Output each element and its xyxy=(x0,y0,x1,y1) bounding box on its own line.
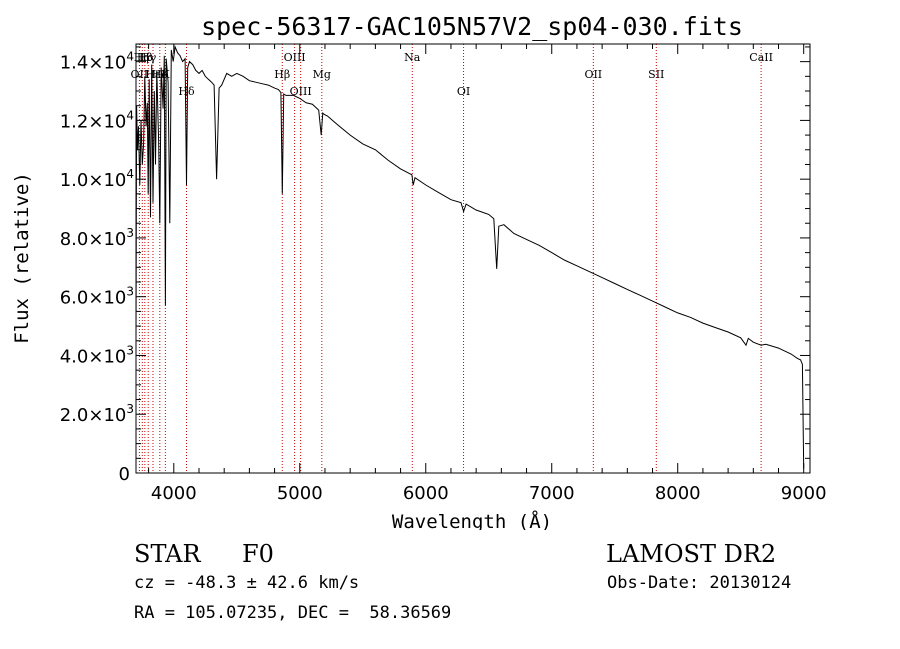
x-tick-label-2: 6000 xyxy=(403,483,449,504)
line-label-0: Hα xyxy=(134,51,152,64)
line-label-7: Hδ xyxy=(178,85,195,98)
redshift-cz: cz = -48.3 ± 42.6 km/s xyxy=(134,573,360,593)
line-label-2: Hγ xyxy=(140,51,157,64)
y-tick-label-2: 4.0×103 xyxy=(60,343,134,367)
x-axis-label: Wavelength (Å) xyxy=(392,510,552,530)
spectrum-chart: spec-56317-GAC105N57V2_sp04-030.fits 400… xyxy=(11,12,827,530)
line-label-5: Hδ xyxy=(152,68,169,81)
line-label-14: OII xyxy=(584,68,602,81)
y-axis: 0 2.0×103 4.0×103 6.0×103 8.0×103 1.0×104 1.2×… xyxy=(60,46,810,485)
spectrum-line xyxy=(135,45,805,469)
y-tick-label-5: 1.0×104 xyxy=(60,167,134,191)
line-label-16: CaII xyxy=(749,51,773,64)
chart-title: spec-56317-GAC105N57V2_sp04-030.fits xyxy=(201,12,743,41)
x-tick-label-5: 9000 xyxy=(781,483,827,504)
y-tick-label-4: 8.0×103 xyxy=(60,226,134,250)
line-label-4: Hε xyxy=(145,68,161,81)
y-tick-label-6: 1.2×104 xyxy=(60,108,134,132)
line-label-11: Mg xyxy=(313,68,331,81)
x-tick-label-4: 8000 xyxy=(655,483,701,504)
y-tick-label-0: 0 xyxy=(119,464,130,485)
line-label-3: OII xyxy=(131,68,149,81)
plot-frame xyxy=(135,43,811,474)
object-subclass: F0 xyxy=(242,540,274,568)
x-tick-label-0: 4000 xyxy=(151,483,197,504)
x-tick-label-1: 5000 xyxy=(277,483,323,504)
observation-date: Obs-Date: 20130124 xyxy=(607,573,792,593)
coordinates: RA = 105.07235, DEC = 58.36569 xyxy=(134,603,452,623)
x-axis: 4000 5000 6000 7000 8000 9000 xyxy=(148,44,827,504)
y-axis-label: Flux (relative) xyxy=(11,172,33,344)
survey-name: LAMOST DR2 xyxy=(606,540,777,568)
line-label-1: Hβ xyxy=(137,51,153,64)
line-label-10: OIII xyxy=(290,85,312,98)
line-label-9: OIII xyxy=(284,51,306,64)
y-tick-label-1: 2.0×103 xyxy=(60,402,134,426)
spectral-line-markers xyxy=(138,44,762,473)
line-label-12: Na xyxy=(404,51,421,64)
y-tick-label-3: 6.0×103 xyxy=(60,285,134,309)
line-label-8: Hβ xyxy=(274,68,290,81)
line-label-6: K xyxy=(161,68,170,81)
y-tick-label-7: 1.4×104 xyxy=(60,50,134,74)
line-label-13: OI xyxy=(457,85,470,98)
object-class: STAR xyxy=(134,540,201,568)
line-label-15: SII xyxy=(648,68,664,81)
x-tick-label-3: 7000 xyxy=(529,483,575,504)
